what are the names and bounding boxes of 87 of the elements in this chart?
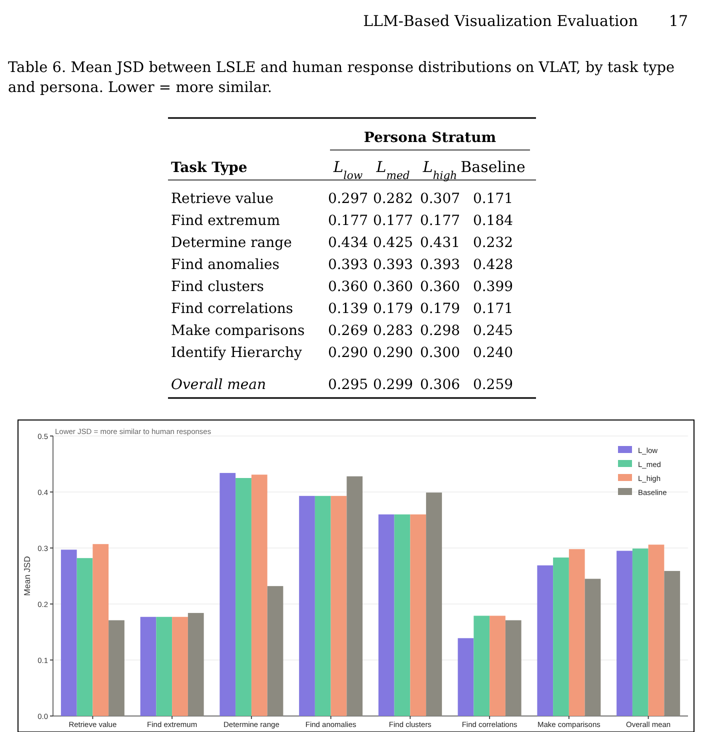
data-label: 0.428 <box>472 257 514 273</box>
bar <box>537 565 554 716</box>
bar <box>616 550 632 716</box>
bar <box>140 616 156 716</box>
bar <box>251 474 268 716</box>
data-label: 0.184 <box>472 213 514 229</box>
y-axis-title: Mean JSD <box>22 556 32 596</box>
text: LLM-Based Visualization Evaluation <box>363 12 638 30</box>
data-label: 0.282 <box>372 191 414 207</box>
bar <box>346 476 363 716</box>
bar <box>474 616 490 716</box>
y-tick-label: Identify Hierarchy <box>171 345 302 361</box>
y-tick-label: Make comparisons <box>171 323 305 339</box>
data-label: 0.232 <box>472 235 514 251</box>
bar <box>490 616 506 716</box>
bar <box>584 578 601 716</box>
y-axis-title: Task Type <box>171 160 248 176</box>
x-tick-label: Baseline <box>460 158 526 176</box>
y-tick-label: Retrieve value <box>171 191 274 207</box>
bar <box>568 549 585 716</box>
y-tick-label: Determine range <box>171 235 292 251</box>
data-label: 0.171 <box>472 191 514 207</box>
bar <box>76 558 93 716</box>
data-label: 0.307 <box>420 191 460 207</box>
data-label: 0.259 <box>472 377 514 393</box>
bar <box>60 550 77 716</box>
data-label: 0.283 <box>372 323 414 339</box>
bar <box>236 478 252 716</box>
data-label: 0.177 <box>420 213 460 229</box>
bar <box>394 514 410 716</box>
data-label: 0.177 <box>328 213 368 229</box>
data-label: 0.434 <box>328 235 368 251</box>
chart-title: Table 6. Mean JSD between LSLE and human response distributions on VLAT, by task type and persona. Lower = more similar. <box>8 60 675 96</box>
data-label: 0.177 <box>372 213 414 229</box>
data-label: 0.290 <box>328 345 368 361</box>
bar <box>664 570 680 716</box>
y-tick-label: Find anomalies <box>171 257 280 273</box>
data-label: 0.297 <box>328 191 368 207</box>
bar <box>172 616 188 716</box>
bar <box>410 514 426 716</box>
bar <box>314 496 331 716</box>
y-tick-label: Overall mean <box>171 377 266 393</box>
bar <box>156 616 172 716</box>
data-label: 0.139 <box>328 301 368 317</box>
data-label: 0.179 <box>372 301 414 317</box>
data-label: 0.360 <box>372 279 414 295</box>
x-tick-label: L$_{low}$ <box>332 158 364 182</box>
bar <box>92 544 109 716</box>
bar <box>458 638 474 716</box>
data-label: 0.393 <box>420 257 460 273</box>
data-label: 0.179 <box>420 301 460 317</box>
data-label: 0.299 <box>372 377 414 393</box>
x-axis-title: Persona Stratum <box>364 130 496 146</box>
data-label: 0.295 <box>328 377 368 393</box>
data-label: 0.269 <box>328 323 368 339</box>
bar <box>505 620 522 716</box>
bar <box>299 496 315 716</box>
data-label: 0.393 <box>372 257 414 273</box>
data-label: 0.306 <box>420 377 460 393</box>
bar <box>648 544 664 716</box>
x-tick-label: L$_{high}$ <box>422 158 458 182</box>
y-tick-label: Find clusters <box>171 279 264 295</box>
data-label: 0.240 <box>472 345 514 361</box>
data-label: 0.425 <box>372 235 414 251</box>
data-label: 0.298 <box>420 323 460 339</box>
bar <box>188 612 204 716</box>
bar <box>378 514 394 716</box>
bar <box>330 496 347 716</box>
data-label: 0.171 <box>472 301 514 317</box>
x-tick-label: L$_{med}$ <box>375 158 410 182</box>
bar <box>267 586 284 716</box>
data-label: 0.290 <box>372 345 414 361</box>
data-label: 0.399 <box>472 279 514 295</box>
data-label: 0.431 <box>420 235 460 251</box>
bar <box>426 492 442 716</box>
data-label: 0.360 <box>328 279 368 295</box>
bar <box>108 620 124 716</box>
y-tick-label: Find extremum <box>171 213 280 229</box>
bar <box>553 558 569 716</box>
data-label: 0.300 <box>420 345 460 361</box>
bar <box>220 472 236 716</box>
data-label: 0.393 <box>328 257 368 273</box>
data-label: 0.360 <box>420 279 460 295</box>
data-label: 0.245 <box>472 323 514 339</box>
bar <box>632 548 648 716</box>
text: 17 <box>668 12 688 30</box>
y-tick-label: Find correlations <box>171 301 294 317</box>
